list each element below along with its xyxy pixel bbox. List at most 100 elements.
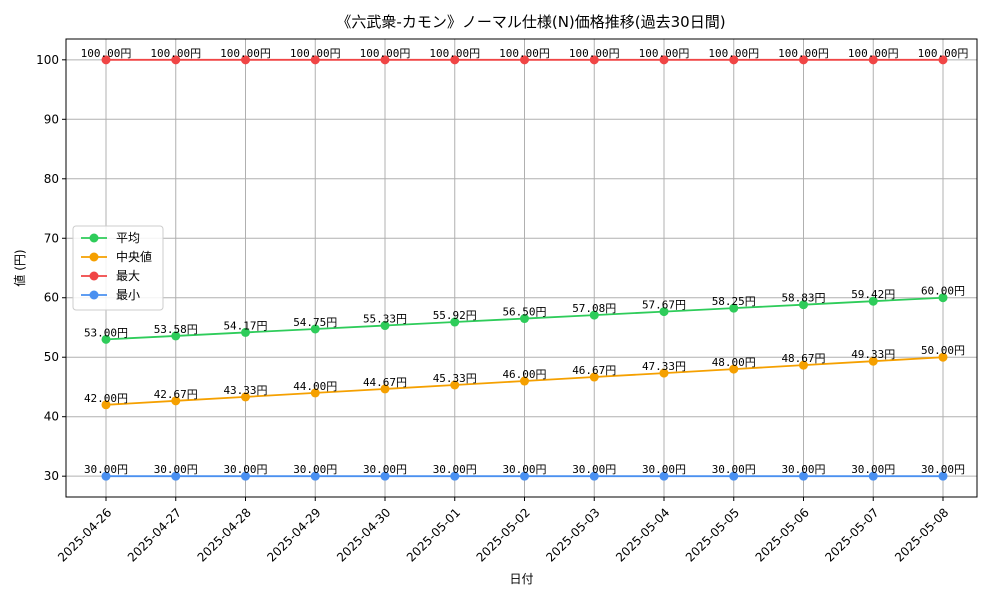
data-point <box>729 55 739 65</box>
plot-frame <box>65 38 978 498</box>
data-label: 44.00円 <box>293 380 337 393</box>
data-point <box>729 303 739 313</box>
x-tick-label: 2025-04-27 <box>125 505 184 564</box>
data-point <box>171 55 181 65</box>
series-lines <box>101 55 948 481</box>
legend-label: 平均 <box>116 231 140 245</box>
data-label: 30.00円 <box>363 463 407 476</box>
data-label: 46.67円 <box>572 364 616 377</box>
legend-label: 最大 <box>116 269 140 283</box>
data-label: 57.67円 <box>642 299 686 312</box>
data-point <box>310 55 320 65</box>
data-label: 60.00円 <box>921 285 965 298</box>
data-point <box>868 296 878 306</box>
data-label: 42.00円 <box>84 392 128 405</box>
data-point <box>520 376 529 386</box>
data-point <box>659 368 669 378</box>
data-point <box>589 471 599 481</box>
data-label: 100.00円 <box>708 47 759 60</box>
data-point <box>101 400 111 410</box>
data-label: 100.00円 <box>569 47 620 60</box>
data-label: 30.00円 <box>433 463 477 476</box>
x-tick-label: 2025-04-26 <box>55 505 114 564</box>
data-point <box>380 384 390 394</box>
data-point <box>799 471 808 481</box>
data-point <box>241 55 250 65</box>
data-label: 54.17円 <box>223 319 267 332</box>
y-tick-label: 50 <box>44 350 59 364</box>
legend-marker <box>89 290 99 300</box>
data-label: 57.08円 <box>572 302 616 315</box>
data-label: 55.33円 <box>363 313 407 326</box>
data-label: 54.75円 <box>293 316 337 329</box>
data-label: 43.33円 <box>223 384 267 397</box>
data-label: 58.83円 <box>781 292 825 305</box>
data-label: 53.58円 <box>154 323 198 336</box>
x-tick-label: 2025-04-30 <box>334 505 393 564</box>
legend-box <box>72 225 164 311</box>
x-axis-title: 日付 <box>509 572 533 586</box>
data-label: 100.00円 <box>81 47 132 60</box>
data-point <box>171 471 181 481</box>
data-label: 50.00円 <box>921 344 965 357</box>
data-label: 46.00円 <box>502 368 546 381</box>
data-point <box>241 392 250 402</box>
y-axis-title: 値 (円) <box>12 249 27 286</box>
data-point <box>868 55 878 65</box>
data-point <box>520 471 529 481</box>
data-label: 30.00円 <box>712 463 756 476</box>
chart-title: 《六武衆-カモン》ノーマル仕様(N)価格推移(過去30日間) <box>336 13 725 31</box>
legend-label: 中央値 <box>116 249 152 264</box>
y-tick-label: 40 <box>44 410 59 424</box>
data-label: 47.33円 <box>642 360 686 373</box>
data-label: 30.00円 <box>502 463 546 476</box>
data-point <box>380 55 390 65</box>
y-tick-label: 100 <box>36 53 59 67</box>
data-label: 100.00円 <box>360 47 411 60</box>
data-label: 100.00円 <box>499 47 550 60</box>
y-tick-label: 60 <box>44 291 59 305</box>
legend-label: 最小 <box>116 288 140 302</box>
y-tick-label: 30 <box>44 469 59 483</box>
grid <box>66 39 977 497</box>
data-label: 42.67円 <box>154 388 198 401</box>
data-point <box>659 55 669 65</box>
data-point <box>101 334 111 344</box>
data-point <box>799 55 808 65</box>
data-point <box>310 324 320 334</box>
y-tick-label: 80 <box>44 172 59 186</box>
data-point <box>938 471 948 481</box>
data-point <box>659 307 669 317</box>
data-point <box>938 55 948 65</box>
data-point <box>589 55 599 65</box>
data-label: 30.00円 <box>154 463 198 476</box>
legend-marker <box>89 252 99 262</box>
data-label: 100.00円 <box>639 47 690 60</box>
data-point <box>101 471 111 481</box>
x-tick-label: 2025-05-01 <box>404 505 463 564</box>
data-label: 59.42円 <box>851 288 895 301</box>
data-label: 55.92円 <box>433 309 477 322</box>
data-point <box>380 471 390 481</box>
x-tick-label: 2025-05-07 <box>822 505 881 564</box>
data-point <box>450 317 460 327</box>
data-label: 58.25円 <box>712 295 756 308</box>
data-label: 30.00円 <box>223 463 267 476</box>
data-point <box>868 471 878 481</box>
data-point <box>659 471 669 481</box>
data-point <box>729 364 739 374</box>
data-label: 100.00円 <box>778 47 829 60</box>
data-label: 44.67円 <box>363 376 407 389</box>
data-label: 30.00円 <box>851 463 895 476</box>
data-point <box>868 356 878 366</box>
data-label: 45.33円 <box>433 372 477 385</box>
x-tick-label: 2025-05-03 <box>543 505 602 564</box>
x-tick-label: 2025-05-06 <box>753 505 812 564</box>
data-labels: 53.00円 53.58円 54.17円 54.75円 55.33円 55.92円 56.5… <box>81 47 969 476</box>
y-tick-label: 70 <box>44 231 59 245</box>
data-label: 48.67円 <box>781 352 825 365</box>
data-point <box>799 300 808 310</box>
x-tick-label: 2025-04-28 <box>195 505 254 564</box>
